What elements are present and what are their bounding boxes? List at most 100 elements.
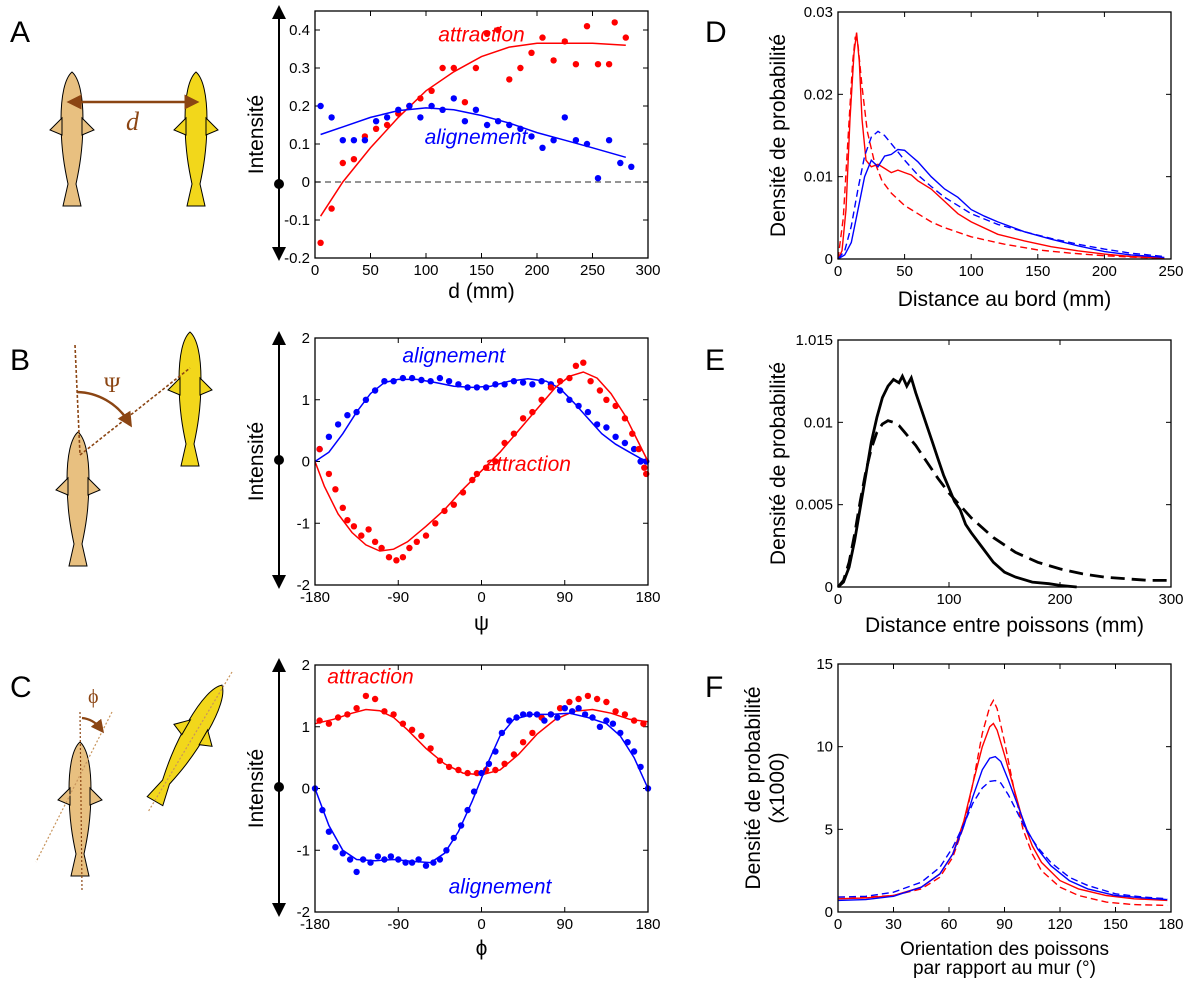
annotation-label: attraction xyxy=(327,666,413,689)
data-point xyxy=(381,708,388,715)
data-point xyxy=(605,60,613,68)
plot-frame xyxy=(837,11,1172,260)
data-point xyxy=(393,557,400,564)
data-point xyxy=(612,402,619,410)
x-tick-label: 200 xyxy=(524,262,549,279)
x-axis-label: ψ xyxy=(474,612,489,635)
data-point xyxy=(383,114,391,121)
data-point xyxy=(390,711,397,718)
x-tick-label: 300 xyxy=(635,262,660,279)
data-point xyxy=(472,64,480,72)
data-point xyxy=(572,362,580,369)
x-axis-label: ϕ xyxy=(476,937,488,960)
annotation-label: attraction xyxy=(438,23,524,46)
fit-curve xyxy=(320,107,627,159)
data-point xyxy=(492,748,499,755)
data-point xyxy=(417,114,424,121)
data-point xyxy=(519,379,527,386)
phi-arc xyxy=(81,716,105,734)
y-tick-label: -0.2 xyxy=(284,250,310,267)
x-tick-label: 0 xyxy=(834,263,842,280)
data-point xyxy=(529,408,536,416)
data-point xyxy=(422,862,430,869)
data-point xyxy=(334,714,342,721)
data-point xyxy=(640,720,647,727)
y-tick-label: -1 xyxy=(297,515,310,532)
data-point xyxy=(328,205,335,212)
x-tick-label: 120 xyxy=(1047,916,1072,933)
schematic-a: d xyxy=(49,71,219,207)
data-point xyxy=(399,374,407,382)
y-axis-label: Intensité xyxy=(245,95,268,174)
data-point xyxy=(538,396,545,403)
data-point xyxy=(406,544,413,552)
data-point xyxy=(572,137,580,144)
data-point xyxy=(611,19,618,26)
data-point xyxy=(372,118,380,125)
y-axis-label: Intensité xyxy=(245,422,268,501)
data-point xyxy=(485,760,493,767)
y-axis-label: Densité de probabilité xyxy=(767,362,790,565)
data-point xyxy=(399,554,407,561)
fit-curve xyxy=(314,371,649,552)
x-tick-label: 180 xyxy=(1158,916,1183,933)
data-point xyxy=(541,717,548,724)
y-tick-label: 0.2 xyxy=(289,98,310,115)
data-point xyxy=(450,834,457,842)
data-point xyxy=(612,433,619,440)
series-blue xyxy=(314,374,650,465)
data-point xyxy=(510,430,518,437)
data-point xyxy=(594,175,602,182)
data-point xyxy=(450,501,457,508)
data-point xyxy=(572,60,580,68)
x-axis-label: Distance au bord (mm) xyxy=(898,288,1112,311)
data-point xyxy=(390,378,397,385)
data-point xyxy=(583,140,591,148)
data-point xyxy=(408,726,416,733)
data-point xyxy=(494,26,502,34)
data-point xyxy=(538,378,545,385)
x-tick-label: -180 xyxy=(300,589,330,606)
data-point xyxy=(569,708,576,715)
data-point xyxy=(641,464,648,471)
series-line xyxy=(837,722,1168,902)
data-point xyxy=(556,705,564,712)
y-tick-label: 0 xyxy=(302,781,310,798)
data-point xyxy=(353,408,360,416)
data-point xyxy=(371,538,379,545)
y-tick-label: 0 xyxy=(825,579,833,596)
x-axis-label: d (mm) xyxy=(448,280,515,303)
data-point xyxy=(617,729,624,737)
panel-label-e: E xyxy=(705,344,725,377)
data-point xyxy=(443,847,450,854)
data-point xyxy=(473,384,481,391)
data-point xyxy=(630,445,638,453)
schematic-b: Ψ xyxy=(55,331,213,567)
data-point xyxy=(492,766,499,774)
data-point xyxy=(510,378,518,385)
y-tick-label: 0.1 xyxy=(289,136,310,153)
series-line xyxy=(836,419,1171,588)
data-point xyxy=(461,118,469,125)
fish-left-icon xyxy=(49,71,95,207)
data-point xyxy=(406,102,413,110)
data-point xyxy=(325,470,333,478)
data-point xyxy=(554,714,561,721)
x-tick-label: 100 xyxy=(936,591,961,608)
data-point xyxy=(478,769,485,777)
distance-label: d xyxy=(126,107,140,136)
series-blue-dashed xyxy=(837,779,1168,900)
x-tick-label: 90 xyxy=(556,589,573,606)
data-point xyxy=(445,378,453,385)
plot-frame xyxy=(314,10,649,259)
x-tick-label: 100 xyxy=(413,262,438,279)
data-point xyxy=(624,739,631,746)
x-tick-label: 150 xyxy=(469,262,494,279)
data-point xyxy=(483,30,491,37)
data-point xyxy=(358,532,365,539)
data-point xyxy=(501,439,508,447)
data-point xyxy=(339,504,346,511)
y-tick-label: 0 xyxy=(825,251,833,268)
chart-c: -180 -90 0 90 180 -2 -1 0 1 2 attraction alignement… xyxy=(245,657,661,960)
